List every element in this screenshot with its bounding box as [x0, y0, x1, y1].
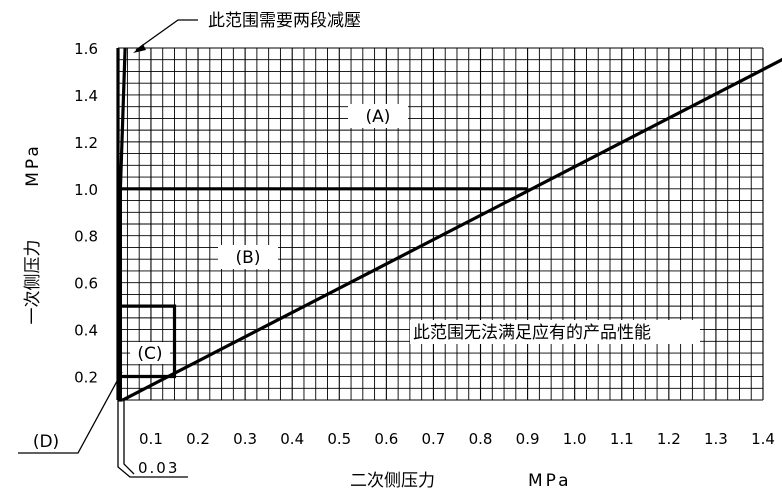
x-003-leader-line: [117, 400, 188, 478]
axis-ticks: 0.1 0.2 0.3 0.4 0.5 0.6 0.7 0.8 0.9 1.0 1.1 1.2 1.3 1…: [74, 40, 775, 448]
x-special-tick-label: 0.03: [138, 459, 179, 477]
x-tick-label: 1.2: [657, 430, 681, 448]
region-b-label: (B): [236, 248, 261, 268]
series: [116, 47, 782, 402]
series-line: [118, 304, 177, 379]
y-tick-label: 1.6: [74, 40, 98, 58]
x-tick-label: 1.3: [704, 430, 728, 448]
y-tick-label: 1.0: [74, 181, 98, 199]
region-c-label-bg: [130, 342, 170, 364]
region-a-label: (A): [366, 107, 391, 127]
x-tick-label: 1.0: [563, 430, 587, 448]
region-a-label-bg: [348, 104, 408, 128]
y-tick-label: 0.8: [74, 228, 98, 246]
region-c-label: (C): [137, 344, 162, 364]
x-axis-unit: MPa: [528, 471, 572, 491]
region-d-label: (D): [33, 432, 59, 452]
x-tick-label: 0.5: [327, 430, 351, 448]
y-tick-label: 0.6: [74, 275, 98, 293]
two-stage-arrowhead: [133, 44, 146, 53]
y-tick-label: 1.4: [74, 87, 98, 105]
x-tick-label: 0.2: [186, 430, 210, 448]
grid: [118, 47, 764, 401]
region-d-leader-line: [18, 371, 123, 454]
series-line: [121, 57, 782, 402]
series-line: [118, 47, 127, 189]
x-axis-label: 二次侧压力: [350, 471, 435, 491]
y-axis-unit: MPa: [23, 143, 43, 187]
x-tick-label: 0.6: [374, 430, 398, 448]
unsatisfied-note: 此范围无法满足应有的产品性能: [413, 323, 651, 343]
x-tick-label: 0.3: [233, 430, 257, 448]
region-b-label-bg: [218, 245, 278, 269]
y-axis-label: 一次侧压力: [23, 240, 43, 325]
x-tick-label: 1.1: [610, 430, 634, 448]
x-tick-label: 1.4: [751, 430, 775, 448]
x-003-leader-line-2: [123, 400, 135, 475]
x-tick-label: 0.1: [139, 430, 163, 448]
y-tick-label: 0.4: [74, 322, 98, 340]
two-stage-note: 此范围需要两段减壓: [208, 11, 361, 31]
x-tick-label: 0.4: [280, 430, 304, 448]
x-tick-label: 0.7: [422, 430, 446, 448]
y-tick-label: 1.2: [74, 134, 98, 152]
two-stage-leader-line: [135, 19, 198, 51]
x-tick-label: 0.9: [516, 430, 540, 448]
y-tick-label: 0.2: [74, 369, 98, 387]
x-tick-label: 0.8: [469, 430, 493, 448]
unsatisfied-note-bg: [410, 320, 700, 344]
